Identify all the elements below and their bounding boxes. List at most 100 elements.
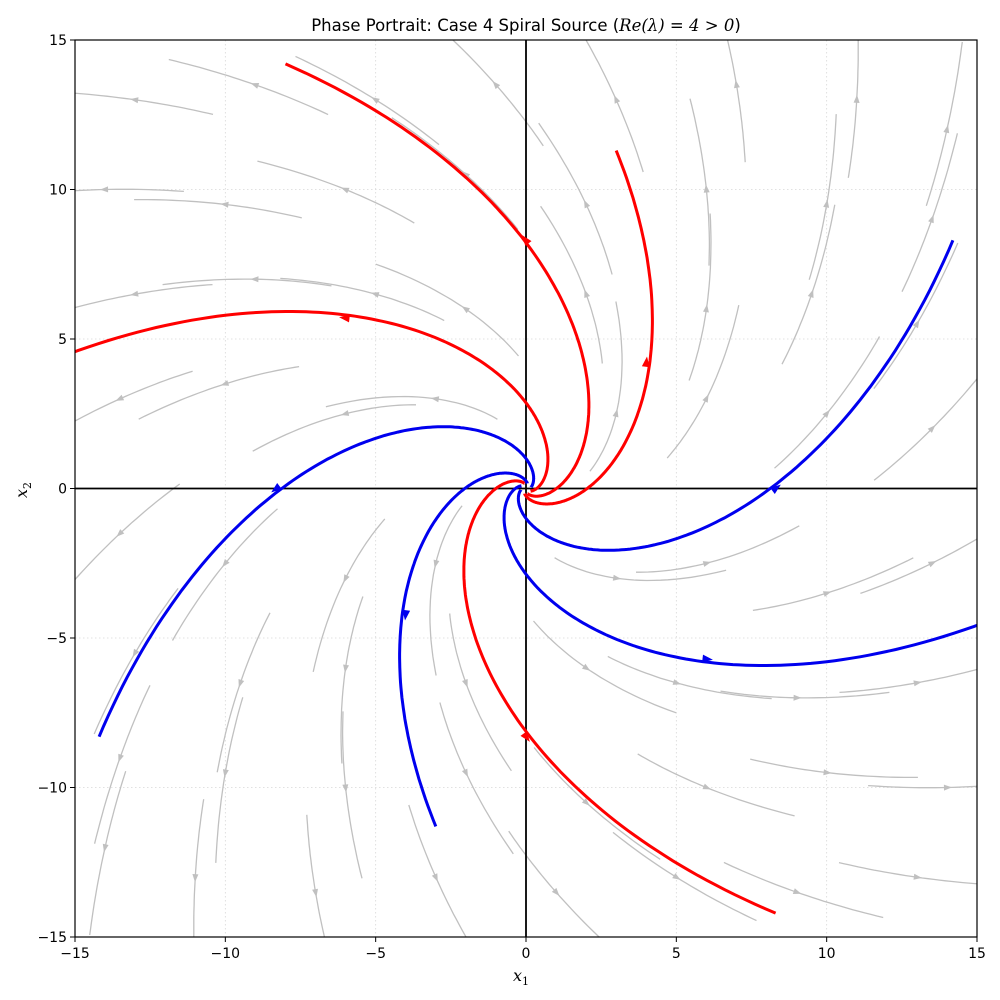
streamline-arrow-icon — [102, 843, 109, 853]
y-axis-ticks: −15 −10 −5 0 5 10 15 — [37, 33, 75, 946]
streamline-arrow-icon — [130, 290, 139, 297]
trajectory-red-4 — [462, 479, 777, 915]
streamline-arrow-icon — [612, 408, 619, 418]
streamline-arrow-icon — [461, 768, 468, 778]
streamline-arrow-icon — [130, 97, 139, 104]
streamline-arrow-icon — [581, 798, 590, 806]
streamline-arrow-icon — [222, 769, 229, 778]
streamline-arrow-icon — [461, 306, 470, 314]
streamline-arrow-icon — [943, 784, 952, 791]
streamline-arrow-icon — [342, 784, 349, 793]
origin-axes — [75, 40, 977, 937]
streamline-arrow-icon — [702, 394, 709, 403]
streamline-arrow-icon — [702, 561, 712, 567]
chart-title: Phase Portrait: Case 4 Spiral Source (Re… — [311, 16, 741, 35]
trajectory-red-1 — [284, 62, 591, 498]
streamline-arrow-icon — [431, 873, 438, 882]
streamline-arrow-icon — [702, 783, 711, 790]
streamline-arrow-icon — [584, 289, 590, 298]
streamline-arrow-icon — [115, 394, 125, 401]
streamline-arrow-icon — [913, 873, 922, 880]
streamline-arrow-icon — [370, 292, 380, 298]
trajectory-blue-2-arrow-icon — [770, 484, 781, 494]
streamline-arrow-icon — [132, 648, 140, 658]
streamlines — [75, 40, 977, 937]
streamline-arrow-icon — [343, 664, 349, 673]
streamline-arrow-icon — [462, 171, 471, 179]
streamline-arrow-icon — [853, 94, 860, 103]
streamline-arrow-icon — [703, 184, 710, 193]
streamline-arrow-icon — [343, 574, 350, 583]
trajectory-blue-3-arrow-icon — [402, 609, 411, 621]
streamline-arrow-icon — [116, 529, 125, 537]
trajectory-red-3-arrow-icon — [641, 356, 650, 368]
trajectory-red-2 — [75, 310, 550, 493]
x-tick-label: −15 — [60, 946, 90, 962]
streamline-arrow-icon — [582, 663, 591, 671]
streamline-arrow-icon — [250, 83, 260, 89]
streamline-arrow-icon — [433, 559, 440, 569]
streamline-arrow-icon — [734, 79, 740, 89]
streamline-arrow-icon — [912, 319, 920, 329]
x-axis-label: x1 — [513, 966, 529, 988]
streamline-arrow-icon — [341, 187, 350, 194]
y-axis-label: x2 — [12, 482, 34, 498]
y-tick-label: −15 — [37, 930, 67, 946]
streamline-arrow-icon — [312, 888, 318, 898]
streamline-arrow-icon — [822, 409, 830, 418]
trajectory-blue-3 — [398, 471, 529, 827]
trajectory-blue-4-arrow-icon — [702, 654, 713, 663]
streamline-arrow-icon — [928, 214, 934, 224]
x-tick-label: −5 — [365, 946, 386, 962]
trajectory-blue-1-arrow-icon — [271, 483, 282, 493]
streamline-arrow-icon — [250, 276, 259, 283]
x-axis-ticks: −15 −10 −5 0 5 10 15 — [60, 937, 986, 962]
streamline-arrow-icon — [340, 410, 350, 416]
streamline-arrow-icon — [823, 769, 832, 776]
trajectory-blue-1 — [97, 425, 536, 738]
streamline-arrow-icon — [118, 753, 124, 763]
streamline-arrow-icon — [220, 201, 229, 208]
x-tick-label: 10 — [818, 946, 836, 962]
streamline-arrow-icon — [927, 561, 937, 568]
streamline-arrow-icon — [430, 396, 440, 403]
streamline-arrow-icon — [614, 95, 621, 104]
streamline-arrow-icon — [823, 199, 830, 208]
trajectory-blue-4 — [502, 484, 977, 667]
streamline-arrow-icon — [913, 680, 922, 687]
streamline-arrow-icon — [612, 574, 622, 581]
streamline-arrow-icon — [238, 679, 245, 688]
x-tick-label: 15 — [968, 946, 986, 962]
y-tick-label: 15 — [49, 33, 67, 49]
streamline-arrow-icon — [371, 97, 380, 104]
streamline-arrow-icon — [584, 199, 591, 209]
streamline-arrow-icon — [703, 304, 709, 313]
streamline-arrow-icon — [551, 887, 560, 896]
streamline-arrow-icon — [807, 289, 814, 298]
x-tick-label: 5 — [672, 946, 681, 962]
trajectory-red-4-arrow-icon — [520, 731, 530, 742]
y-tick-label: 0 — [58, 482, 67, 498]
streamline-arrow-icon — [220, 380, 230, 386]
y-tick-label: 10 — [49, 183, 67, 199]
trajectory-red-2-arrow-icon — [339, 314, 350, 323]
highlighted-trajectories — [75, 62, 977, 915]
x-tick-label: −10 — [211, 946, 241, 962]
streamline-arrow-icon — [192, 874, 199, 883]
streamline-arrow-icon — [100, 186, 109, 193]
y-tick-label: −5 — [46, 631, 67, 647]
streamline-arrow-icon — [462, 679, 468, 688]
streamline-arrow-icon — [943, 124, 950, 134]
y-tick-label: 5 — [58, 332, 67, 348]
y-tick-label: −10 — [37, 781, 67, 797]
x-tick-label: 0 — [522, 946, 531, 962]
trajectory-blue-2 — [516, 239, 955, 552]
streamline-arrow-icon — [672, 679, 682, 685]
streamline-arrow-icon — [792, 888, 802, 894]
streamline-arrow-icon — [822, 591, 832, 597]
streamline-arrow-icon — [927, 425, 936, 433]
streamline-arrow-icon — [793, 694, 802, 701]
trajectory-red-1-arrow-icon — [522, 235, 532, 246]
streamline-arrow-icon — [492, 81, 501, 90]
